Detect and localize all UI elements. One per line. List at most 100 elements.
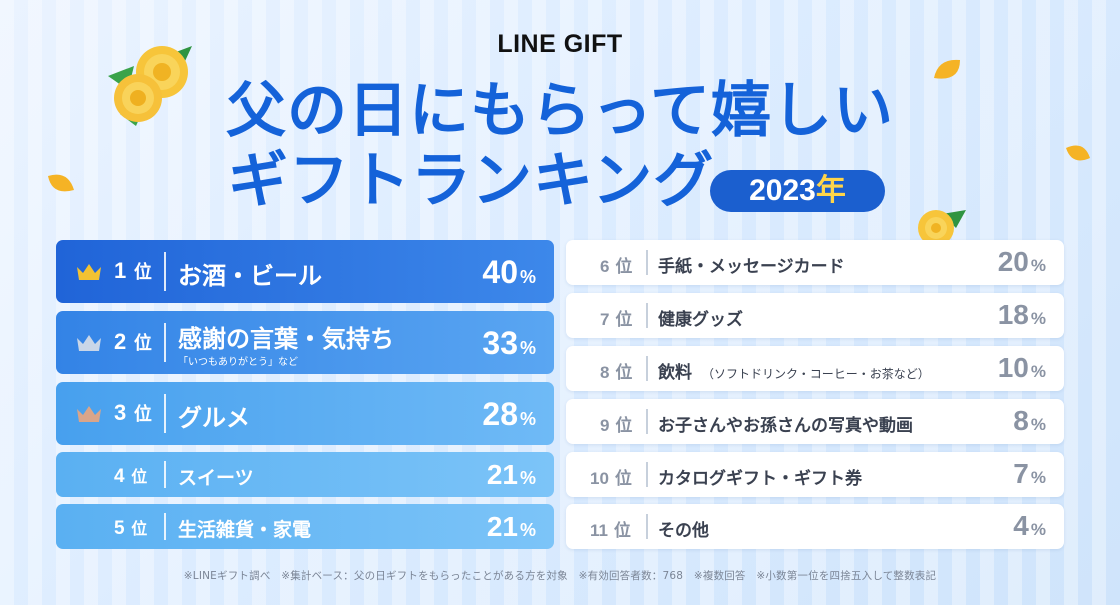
percent-unit: % [1030,520,1046,539]
divider [646,356,648,381]
crown-icon [77,406,101,422]
percent-unit: % [519,520,536,540]
divider [646,303,648,328]
label-text: その他 [658,521,709,541]
petal-icon [48,174,74,192]
ranking-row-5: 5 位 生活雑貨・家電 21% [56,504,554,549]
ranking-percent: 10% [998,352,1046,384]
label-text: 手紙・メッセージカード [658,257,845,277]
percent-value: 18 [997,299,1029,330]
ranking-row-6: 6 位 手紙・メッセージカード 20% [566,240,1064,285]
percent-unit: % [1030,309,1046,328]
ranking-label: お酒・ビール [178,262,322,290]
yellow-rose-icon [918,210,966,246]
rank-suffix: 位 [613,521,631,541]
label-text: 健康グッズ [658,310,743,330]
divider [646,250,648,275]
rank-suffix: 位 [133,333,152,354]
ranking-percent: 7% [1013,458,1046,490]
page-title-line1: 父の日にもらって嬉しい [226,76,894,146]
percent-unit: % [519,338,536,358]
rank-suffix: 位 [133,262,152,283]
ranking-row-7: 7 位 健康グッズ 18% [566,293,1064,338]
percent-value: 8 [1013,405,1029,436]
ranking-label: グルメ [178,404,250,432]
percent-unit: % [1030,362,1046,381]
rank-suffix: 位 [615,363,633,383]
yellow-roses-icon [108,46,192,126]
label-text: 飲料 [658,363,692,383]
divider [164,252,166,291]
crown-icon [77,335,101,351]
ranking-label: スイーツ [178,467,254,489]
ranking-label: 手紙・メッセージカード [658,252,845,277]
rank-suffix: 位 [131,467,148,486]
ranking-row-4: 4 位 スイーツ 21% [56,452,554,497]
rank-suffix: 位 [615,416,633,436]
percent-unit: % [519,267,536,287]
ranking-percent: 21% [487,511,536,543]
rank-number: 6 [600,257,610,276]
label-text: カタログギフト・ギフト券 [658,469,862,489]
petal-icon [1066,145,1090,161]
ranking-label: カタログギフト・ギフト券 [658,464,862,489]
rank-number: 3 [114,400,127,425]
rank-number: 5 [114,518,125,539]
ranking-percent: 21% [487,459,536,491]
divider [164,323,166,362]
ranking-row-10: 10 位 カタログギフト・ギフト券 7% [566,452,1064,497]
rank-number: 10 [590,469,609,488]
percent-value: 20 [997,246,1029,277]
divider [164,513,166,540]
ranking-row-11: 11 位 その他 4% [566,504,1064,549]
divider [164,394,166,433]
ranking-row-9: 9 位 お子さんやお孫さんの写真や動画 8% [566,399,1064,444]
ranking-label: 生活雑貨・家電 [178,519,312,541]
rank-suffix: 位 [615,310,633,330]
rank-suffix: 位 [615,257,633,277]
percent-value: 33 [482,325,518,361]
footnote: ※LINEギフト調べ ※集計ベース：父の日ギフトをもらったことがある方を対象 ※… [183,570,937,582]
ranking-row-8: 8 位 飲料 （ソフトドリンク・コーヒー・お茶など） 10% [566,346,1064,391]
rank-suffix: 位 [133,404,152,425]
percent-value: 10 [997,352,1029,383]
year-badge: 2023年 [710,170,885,212]
crown-icon [77,264,101,280]
ranking-percent: 28% [482,396,536,433]
ranking-label: 感謝の言葉・気持ち [178,325,394,353]
ranking-percent: 8% [1013,405,1046,437]
rank-number: 8 [600,363,610,382]
rank-number: 1 [114,258,127,283]
rank-suffix: 位 [614,469,632,489]
percent-value: 21 [486,459,518,490]
ranking-row-1: 1 位 お酒・ビール 40% [56,240,554,303]
percent-unit: % [1030,468,1046,487]
rank-number: 7 [600,310,610,329]
percent-value: 7 [1013,458,1029,489]
percent-value: 21 [486,511,518,542]
percent-value: 40 [482,254,518,290]
ranking-percent: 33% [482,325,536,362]
percent-unit: % [519,409,536,429]
ranking-label: 健康グッズ [658,305,743,330]
year-value: 2023 [749,174,816,207]
ranking-label: 飲料 （ソフトドリンク・コーヒー・お茶など） [658,358,930,383]
ranking-label: その他 [658,516,709,541]
divider [164,461,166,488]
rank-suffix: 位 [131,519,148,538]
percent-unit: % [1030,415,1046,434]
petal-icon [934,59,960,79]
ranking-percent: 40% [482,254,536,291]
percent-unit: % [519,468,536,488]
brand-logo: LINE GIFT [497,30,623,58]
ranking-sublabel: 「いつもありがとう」など [178,357,298,368]
ranking-label: お子さんやお孫さんの写真や動画 [658,411,913,436]
ranking-percent: 18% [998,299,1046,331]
percent-unit: % [1030,256,1046,275]
rank-number: 4 [114,466,125,487]
ranking-row-2: 2 位 感謝の言葉・気持ち 「いつもありがとう」など 33% [56,311,554,374]
label-note: （ソフトドリンク・コーヒー・お茶など） [702,367,930,381]
year-suffix: 年 [815,174,846,207]
divider [646,514,648,539]
rank-number: 11 [590,521,608,540]
